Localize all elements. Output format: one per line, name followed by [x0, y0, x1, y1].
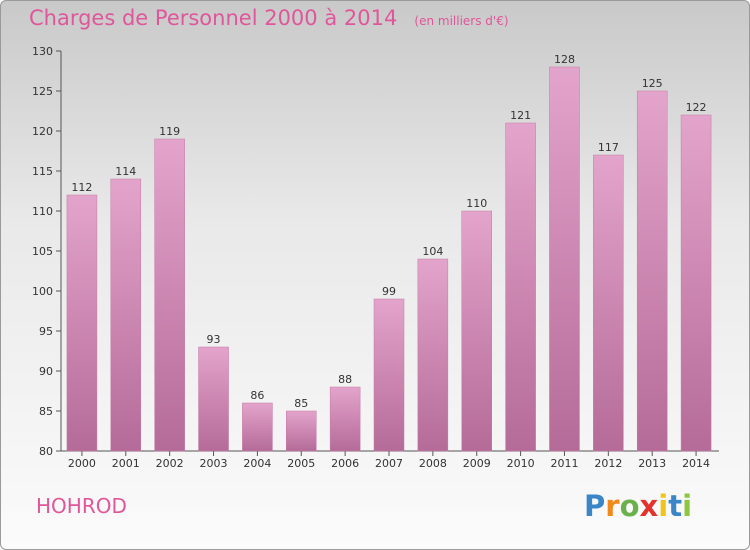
y-tick-label: 105 — [32, 245, 53, 258]
bar — [461, 210, 492, 452]
bar — [286, 410, 317, 452]
x-tick-label: 2003 — [200, 457, 228, 470]
x-tick-label: 2011 — [550, 457, 578, 470]
x-tick-label: 2004 — [243, 457, 271, 470]
data-label: 99 — [382, 285, 396, 298]
axes: 80 85 90 95 100 105 110 115 120 125 130 2000 2001 200… — [32, 45, 719, 470]
y-tick-label: 110 — [32, 205, 53, 218]
data-label: 121 — [510, 109, 531, 122]
data-label: 93 — [207, 333, 221, 346]
bar — [198, 346, 229, 452]
bar — [680, 114, 712, 452]
y-tick-label: 125 — [32, 85, 53, 98]
logo-letter: r — [605, 489, 620, 523]
logo-letter: o — [619, 489, 640, 523]
bar — [66, 194, 98, 452]
y-tick-label: 85 — [39, 405, 53, 418]
logo-letter: t — [668, 489, 683, 523]
data-label: 110 — [466, 197, 487, 210]
data-labels: 112 114 119 93 86 85 88 99 104 110 121 128 117 125 122 — [71, 53, 706, 410]
data-label: 119 — [159, 125, 180, 138]
bar — [549, 66, 580, 452]
x-tick-label: 2008 — [419, 457, 447, 470]
y-tick-label: 95 — [39, 325, 53, 338]
x-tick-label: 2005 — [287, 457, 315, 470]
proxiti-logo[interactable]: Proxiti — [584, 489, 692, 523]
x-tick-label: 2002 — [156, 457, 184, 470]
logo-letter: P — [584, 489, 606, 523]
data-label: 86 — [250, 389, 264, 402]
bar — [242, 402, 273, 452]
data-label: 114 — [115, 165, 136, 178]
y-tick-label: 115 — [32, 165, 53, 178]
x-tick-label: 2014 — [682, 457, 710, 470]
x-tick-label: 2001 — [112, 457, 140, 470]
logo-letter: i — [658, 489, 669, 523]
x-tick-label: 2010 — [507, 457, 535, 470]
y-tick-label: 100 — [32, 285, 53, 298]
data-label: 104 — [422, 245, 443, 258]
x-tick-label: 2000 — [68, 457, 96, 470]
data-label: 117 — [598, 141, 619, 154]
bar — [505, 122, 536, 452]
bar — [417, 258, 449, 452]
x-tick-label: 2006 — [331, 457, 359, 470]
x-tick-label: 2012 — [594, 457, 622, 470]
chart-title: Charges de Personnel 2000 à 2014 — [29, 6, 398, 30]
bar — [636, 90, 668, 452]
data-label: 125 — [642, 77, 663, 90]
y-tick-label: 130 — [32, 45, 53, 58]
title-row: Charges de Personnel 2000 à 2014 (en mil… — [29, 6, 509, 30]
x-tick-label: 2007 — [375, 457, 403, 470]
data-label: 112 — [71, 181, 92, 194]
bar — [593, 154, 624, 452]
y-tick-label: 120 — [32, 125, 53, 138]
x-tick-label: 2013 — [638, 457, 666, 470]
bars — [66, 66, 712, 452]
logo-letter: x — [639, 489, 659, 523]
bar — [329, 386, 361, 452]
logo-letter: i — [682, 489, 693, 523]
y-tick-label: 80 — [39, 445, 53, 458]
commune-name: HOHROD — [36, 494, 127, 518]
bar — [110, 178, 142, 452]
bar — [154, 138, 185, 452]
data-label: 122 — [686, 101, 707, 114]
data-label: 128 — [554, 53, 575, 66]
data-label: 88 — [338, 373, 352, 386]
chart-subtitle: (en milliers d'€) — [414, 14, 509, 28]
y-tick-label: 90 — [39, 365, 53, 378]
data-label: 85 — [294, 397, 308, 410]
bar — [373, 298, 405, 452]
x-tick-label: 2009 — [463, 457, 491, 470]
